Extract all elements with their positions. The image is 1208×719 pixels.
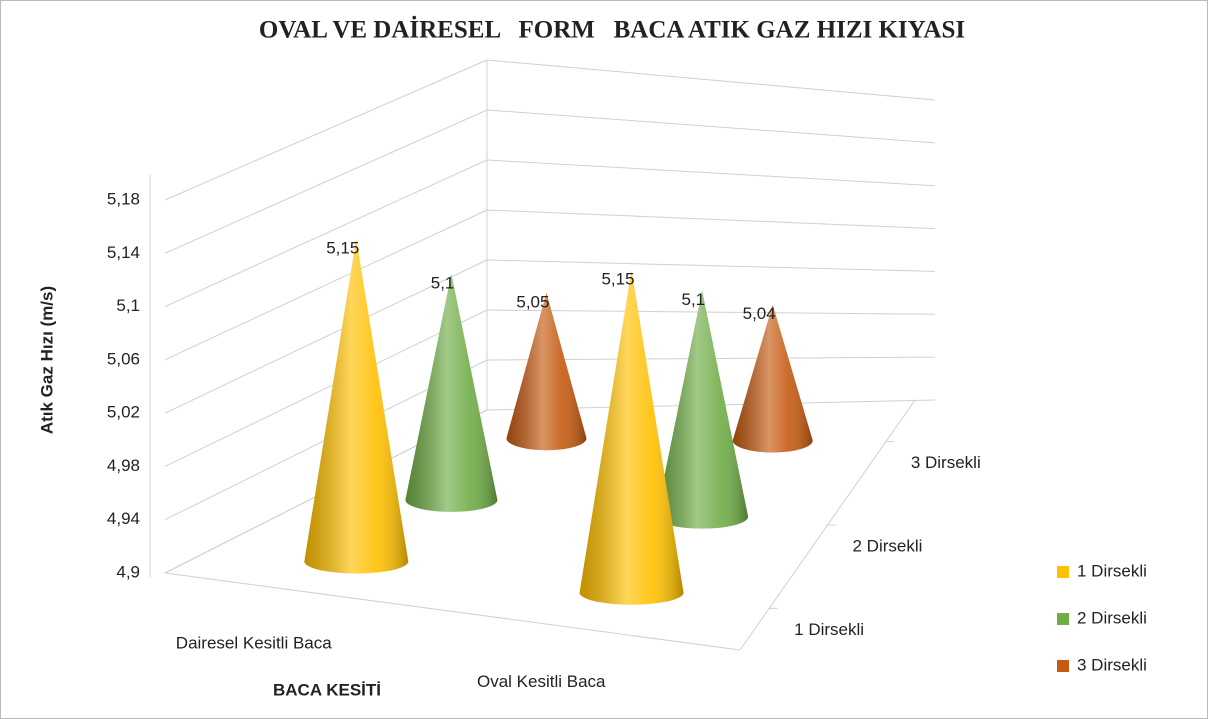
grid-line <box>486 309 936 315</box>
value-label: 5,15 <box>326 238 359 257</box>
grid-line <box>164 109 488 254</box>
legend-swatch <box>1057 566 1069 578</box>
grid-line <box>164 59 488 201</box>
grid-line <box>164 309 488 467</box>
y-tick-label: 4,98 <box>107 456 140 475</box>
y-tick-label: 5,06 <box>107 349 140 368</box>
value-label: 5,05 <box>516 292 549 311</box>
cone-shade <box>405 273 498 512</box>
y-tick-label: 5,14 <box>107 243 140 262</box>
cone-shade <box>304 238 409 574</box>
y-tick-label: 4,94 <box>107 509 140 528</box>
value-label: 5,1 <box>431 273 455 292</box>
depth-label: 2 Dirsekli <box>853 536 923 555</box>
grid-line <box>486 59 936 101</box>
grid-line <box>486 209 936 230</box>
legend-label: 3 Dirsekli <box>1077 655 1147 674</box>
cone-shade <box>579 270 684 605</box>
grid-line <box>486 259 936 272</box>
grid-line <box>164 209 488 361</box>
x-tick-label: Dairesel Kesitli Baca <box>176 634 332 653</box>
value-label: 5,1 <box>681 290 705 309</box>
legend-label: 2 Dirsekli <box>1077 608 1147 627</box>
depth-label: 3 Dirsekli <box>911 453 981 472</box>
grid-line <box>486 109 936 144</box>
grid-line <box>486 159 936 187</box>
legend-label: 1 Dirsekli <box>1077 561 1147 580</box>
y-axis-title: Atık Gaz Hızı (m/s) <box>37 286 56 434</box>
value-label: 5,04 <box>743 304 776 323</box>
grid-line <box>164 159 488 308</box>
floor-edge <box>164 572 741 651</box>
legend-swatch <box>1057 613 1069 625</box>
x-tick-label: Oval Kesitli Baca <box>477 672 606 691</box>
x-axis-title: BACA KESİTİ <box>273 680 381 699</box>
cone-shade <box>732 304 813 453</box>
y-tick-label: 5,02 <box>107 403 140 422</box>
cone-shade <box>506 292 587 451</box>
chart-title: OVAL VE DAİRESEL FORM BACA ATIK GAZ HIZI… <box>259 16 965 44</box>
y-tick-label: 4,9 <box>116 562 140 581</box>
legend-swatch <box>1057 660 1069 672</box>
value-label: 5,15 <box>601 270 634 289</box>
depth-label: 1 Dirsekli <box>794 620 864 639</box>
y-tick-label: 5,18 <box>107 189 140 208</box>
y-tick-label: 5,1 <box>116 296 140 315</box>
cone-shade <box>656 290 749 529</box>
grid-line <box>164 259 488 414</box>
